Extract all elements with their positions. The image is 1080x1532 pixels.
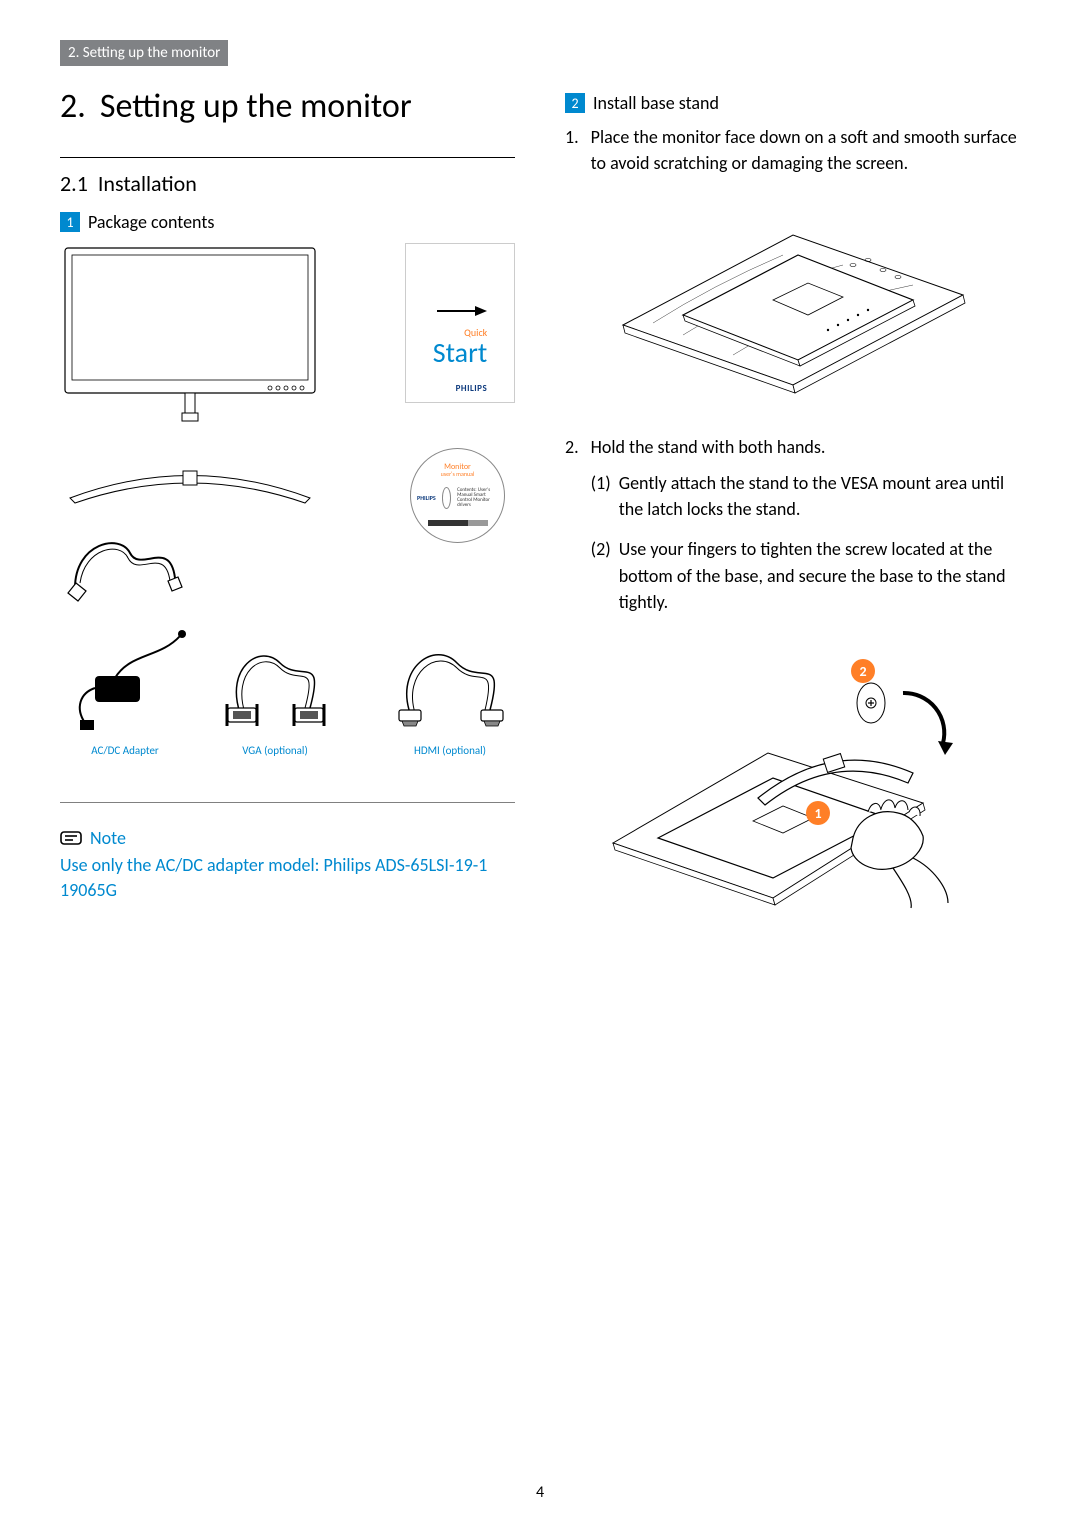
left-column: 2. Setting up the monitor 2.1 Installati… bbox=[60, 86, 515, 947]
step-2-text: Hold the stand with both hands. bbox=[591, 434, 1020, 460]
step-2-num: 2. bbox=[565, 434, 579, 629]
section-title: 2.1 Installation bbox=[60, 170, 515, 197]
quickstart-start-label: Start bbox=[433, 339, 487, 367]
quickstart-brand-label: PHILIPS bbox=[433, 383, 487, 394]
step-2: 2. Hold the stand with both hands. (1) G… bbox=[565, 434, 1020, 629]
numbox-2: 2 bbox=[565, 93, 585, 113]
page-number: 4 bbox=[0, 1483, 1080, 1502]
note-text: Use only the AC/DC adapter model: Philip… bbox=[60, 853, 515, 903]
callout-1-svg: 1 bbox=[814, 805, 821, 822]
vga-cable-illustration: VGA (optional) bbox=[210, 628, 340, 757]
step-1-text: Place the monitor face down on a soft an… bbox=[591, 124, 1020, 176]
power-cable-illustration bbox=[60, 523, 190, 603]
quickstart-guide-illustration: Quick Start PHILIPS bbox=[405, 243, 515, 403]
package-contents-figure: Quick Start PHILIPS Monitor user's manua… bbox=[60, 243, 515, 803]
package-contents-label: Package contents bbox=[88, 211, 214, 233]
header-breadcrumb: 2. Setting up the monitor bbox=[60, 40, 228, 66]
cd-illustration: Monitor user's manual PHILIPS Contents: … bbox=[410, 448, 505, 543]
package-contents-heading: 1 Package contents bbox=[60, 211, 515, 233]
adapter-label: AC/DC Adapter bbox=[91, 744, 159, 757]
substep-1-text: Gently attach the stand to the VESA moun… bbox=[619, 470, 1020, 522]
figure-attach-stand: 1 2 bbox=[565, 643, 1020, 923]
note-icon bbox=[60, 829, 82, 847]
chapter-num: 2. bbox=[60, 86, 86, 127]
section-num: 2.1 bbox=[60, 170, 88, 197]
hdmi-label: HDMI (optional) bbox=[414, 744, 486, 757]
cd-contents: Contents: User's Manual Smart Control Mo… bbox=[457, 488, 498, 508]
divider bbox=[60, 157, 515, 158]
install-base-label: Install base stand bbox=[593, 92, 719, 114]
substep-1-num: (1) bbox=[591, 470, 611, 522]
numbox-1: 1 bbox=[60, 212, 80, 232]
cd-brand: PHILIPS bbox=[417, 494, 436, 502]
substep-1: (1) Gently attach the stand to the VESA … bbox=[591, 470, 1020, 522]
step-1: 1. Place the monitor face down on a soft… bbox=[565, 124, 1020, 176]
monitor-illustration bbox=[60, 243, 320, 423]
monitor-stand-illustration bbox=[60, 463, 320, 513]
callout-2-svg: 2 bbox=[859, 663, 866, 680]
chapter-text: Setting up the monitor bbox=[100, 86, 412, 127]
cd-label-manual: user's manual bbox=[441, 471, 475, 477]
right-column: 2 Install base stand 1. Place the monito… bbox=[565, 86, 1020, 947]
vga-label: VGA (optional) bbox=[242, 744, 308, 757]
hdmi-cable-illustration: HDMI (optional) bbox=[385, 628, 515, 757]
figure-facedown bbox=[565, 190, 1020, 410]
section-text: Installation bbox=[98, 170, 197, 197]
chapter-title: 2. Setting up the monitor bbox=[60, 86, 515, 127]
install-base-heading: 2 Install base stand bbox=[565, 92, 1020, 114]
note-block: Note Use only the AC/DC adapter model: P… bbox=[60, 817, 515, 903]
step-1-num: 1. bbox=[565, 124, 579, 176]
adapter-illustration: AC/DC Adapter bbox=[60, 628, 190, 757]
note-title: Note bbox=[90, 827, 126, 849]
substep-2-num: (2) bbox=[591, 536, 611, 614]
substep-2-text: Use your fingers to tighten the screw lo… bbox=[619, 536, 1020, 614]
substep-2: (2) Use your fingers to tighten the scre… bbox=[591, 536, 1020, 614]
